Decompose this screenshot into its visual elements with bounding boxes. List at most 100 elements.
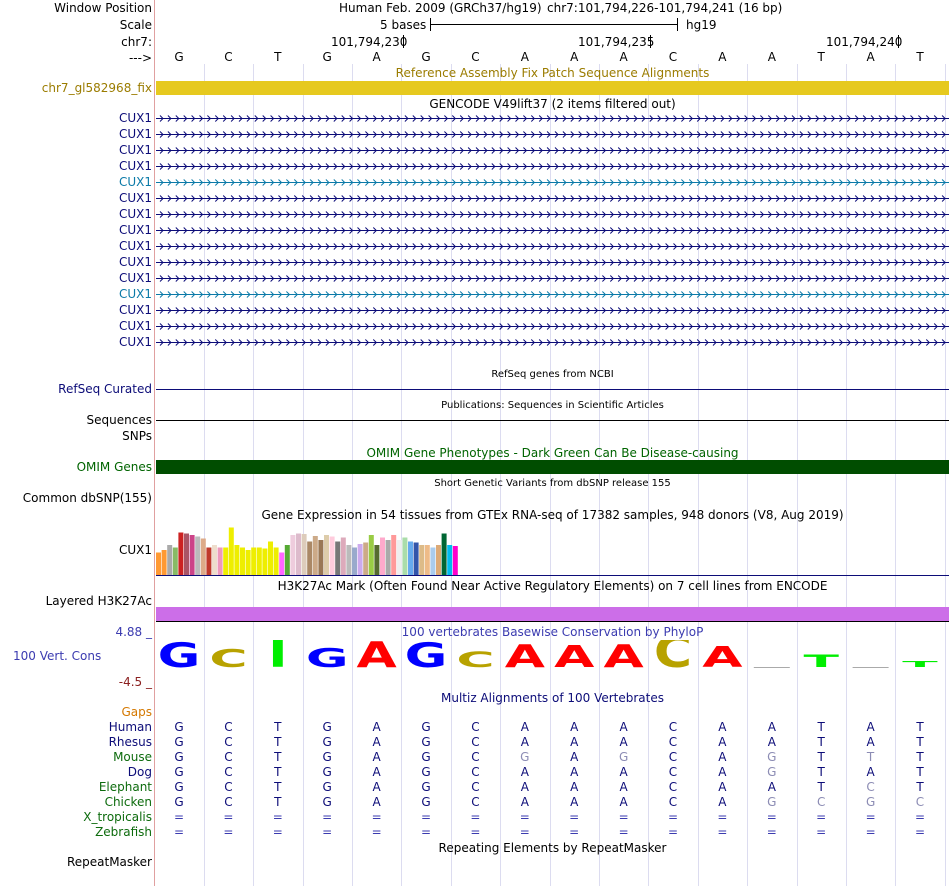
- refseq-line[interactable]: [156, 389, 949, 390]
- gencode-transcript[interactable]: [156, 319, 949, 333]
- conservation-base[interactable]: A: [554, 640, 594, 675]
- repeatmasker-label[interactable]: RepeatMasker: [66, 855, 152, 869]
- multiz-title[interactable]: Multiz Alignments of 100 Vertebrates: [440, 691, 665, 705]
- conservation-base[interactable]: T: [803, 652, 839, 672]
- gtex-tissue-bar[interactable]: [296, 533, 301, 576]
- conservation-base[interactable]: A: [603, 640, 644, 675]
- gencode-transcript[interactable]: [156, 303, 949, 317]
- gtex-tissue-bar[interactable]: [262, 548, 268, 576]
- gencode-row-label[interactable]: CUX1: [118, 127, 152, 141]
- dbsnp-label[interactable]: Common dbSNP(155): [22, 491, 152, 505]
- conservation-base[interactable]: T: [260, 640, 296, 678]
- gtex-tissue-bar[interactable]: [430, 547, 436, 576]
- gencode-row-label[interactable]: CUX1: [118, 191, 152, 205]
- h3k27ac-title[interactable]: H3K27Ac Mark (Often Found Near Active Re…: [277, 579, 828, 593]
- gtex-tissue-bar[interactable]: [167, 545, 173, 575]
- gtex-tissue-bar[interactable]: [452, 546, 458, 575]
- gtex-tissue-bar[interactable]: [240, 547, 245, 576]
- gtex-tissue-bar[interactable]: [368, 535, 374, 575]
- gtex-tissue-bar[interactable]: [234, 545, 240, 575]
- gtex-tissue-bar[interactable]: [374, 545, 380, 575]
- gencode-row-label[interactable]: CUX1: [118, 159, 152, 173]
- gtex-tissue-bar[interactable]: [251, 547, 257, 576]
- gtex-tissue-bar[interactable]: [206, 547, 212, 576]
- publications-label[interactable]: Sequences: [86, 413, 152, 427]
- multiz-species-label[interactable]: X_tropicalis: [83, 810, 152, 824]
- gencode-row-label[interactable]: CUX1: [118, 335, 152, 349]
- conservation-base[interactable]: C: [209, 644, 247, 673]
- conservation-base[interactable]: A: [356, 640, 397, 676]
- h3k27ac-label[interactable]: Layered H3K27Ac: [45, 594, 152, 608]
- gtex-tissue-bar[interactable]: [178, 532, 184, 576]
- gtex-tissue-bar[interactable]: [408, 541, 413, 576]
- gtex-tissue-bar[interactable]: [329, 536, 335, 576]
- repeatmasker-title[interactable]: Repeating Elements by RepeatMasker: [438, 841, 667, 855]
- gtex-tissue-bar[interactable]: [391, 535, 397, 575]
- gencode-transcript[interactable]: [156, 271, 949, 285]
- gtex-tissue-bar[interactable]: [172, 547, 178, 576]
- gtex-tissue-bar[interactable]: [357, 544, 363, 575]
- gtex-tissue-bar[interactable]: [402, 537, 408, 576]
- fix-patch-title[interactable]: Reference Assembly Fix Patch Sequence Al…: [395, 66, 710, 80]
- conservation-label[interactable]: 100 Vert. Cons: [13, 649, 102, 663]
- gtex-tissue-bar[interactable]: [396, 540, 402, 575]
- conservation-base[interactable]: G: [306, 643, 349, 674]
- gtex-tissue-bar[interactable]: [340, 537, 346, 576]
- gencode-row-label[interactable]: CUX1: [118, 303, 152, 317]
- gtex-tissue-bar[interactable]: [268, 541, 273, 576]
- omim-title[interactable]: OMIM Gene Phenotypes - Dark Green Can Be…: [366, 446, 739, 460]
- conservation-base[interactable]: A: [505, 640, 546, 675]
- gtex-tissue-bar[interactable]: [346, 545, 352, 575]
- gtex-tissue-bar[interactable]: [217, 547, 223, 576]
- gtex-tissue-bar[interactable]: [413, 542, 419, 576]
- gtex-tissue-bar[interactable]: [223, 547, 229, 576]
- gtex-tissue-bar[interactable]: [184, 533, 189, 576]
- gtex-tissue-bar[interactable]: [228, 527, 234, 576]
- gtex-tissue-bar[interactable]: [363, 542, 369, 576]
- publications-title[interactable]: Publications: Sequences in Scientific Ar…: [441, 400, 664, 411]
- h3k27ac-bar[interactable]: [156, 607, 949, 621]
- gencode-row-label[interactable]: CUX1: [118, 223, 152, 237]
- gencode-transcript[interactable]: [156, 127, 949, 141]
- gtex-tissue-bar[interactable]: [212, 545, 217, 575]
- gencode-transcript[interactable]: [156, 239, 949, 253]
- gencode-row-label[interactable]: CUX1: [118, 287, 152, 301]
- gencode-row-label[interactable]: CUX1: [118, 271, 152, 285]
- gtex-tissue-bar[interactable]: [447, 545, 453, 575]
- gtex-tissue-bar[interactable]: [324, 535, 329, 575]
- omim-label[interactable]: OMIM Genes: [76, 460, 152, 474]
- conservation-title[interactable]: 100 vertebrates Basewise Conservation by…: [401, 625, 704, 639]
- gencode-transcript[interactable]: [156, 335, 949, 349]
- conservation-base[interactable]: C: [456, 648, 494, 672]
- refseq-title[interactable]: RefSeq genes from NCBI: [491, 369, 614, 380]
- gtex-tissue-bar[interactable]: [284, 545, 290, 575]
- gtex-tissue-bar[interactable]: [301, 534, 307, 575]
- gtex-tissue-bar[interactable]: [279, 552, 285, 576]
- conservation-base[interactable]: T: [902, 660, 938, 669]
- multiz-species-label[interactable]: Rhesus: [108, 735, 152, 749]
- gtex-tissue-bar[interactable]: [424, 545, 430, 575]
- gencode-transcript[interactable]: [156, 159, 949, 173]
- fix-patch-label[interactable]: chr7_gl582968_fix: [41, 81, 152, 95]
- gencode-row-label[interactable]: CUX1: [118, 143, 152, 157]
- fix-patch-bar[interactable]: [156, 81, 949, 95]
- gtex-tissue-bar[interactable]: [195, 536, 201, 576]
- gtex-tissue-bar[interactable]: [385, 540, 391, 575]
- gtex-tissue-bar[interactable]: [318, 540, 324, 575]
- gencode-transcript[interactable]: [156, 111, 949, 125]
- gencode-row-label[interactable]: CUX1: [118, 319, 152, 333]
- gtex-tissue-bar[interactable]: [441, 533, 447, 576]
- multiz-species-label[interactable]: Elephant: [98, 780, 152, 794]
- dbsnp-title[interactable]: Short Genetic Variants from dbSNP releas…: [434, 478, 671, 489]
- gtex-tissue-bar[interactable]: [436, 545, 441, 575]
- gtex-tissue-bar[interactable]: [256, 547, 262, 576]
- gencode-row-label[interactable]: CUX1: [118, 111, 152, 125]
- gtex-tissue-bar[interactable]: [161, 550, 167, 575]
- gtex-tissue-bar[interactable]: [335, 541, 341, 576]
- gencode-transcript[interactable]: [156, 175, 949, 189]
- gencode-transcript[interactable]: [156, 255, 949, 269]
- gencode-row-label[interactable]: CUX1: [118, 255, 152, 269]
- conservation-base[interactable]: C: [654, 640, 692, 678]
- multiz-species-label[interactable]: Dog: [127, 765, 152, 779]
